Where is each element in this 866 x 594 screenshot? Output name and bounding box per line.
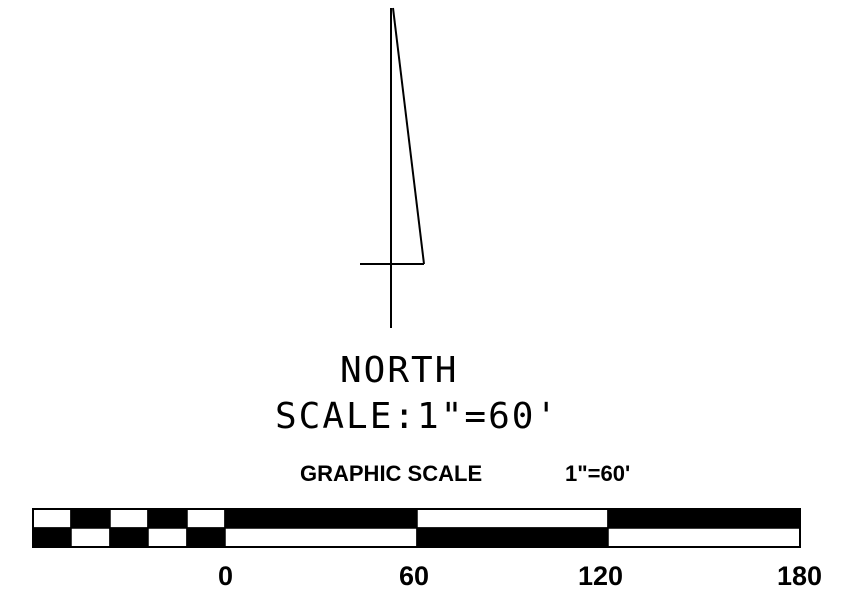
scale-segment-top: [416, 508, 609, 529]
graphic-scale-title: GRAPHIC SCALE: [300, 461, 483, 486]
scale-subdivision-top: [147, 508, 188, 529]
scale-subdivision-bottom: [70, 527, 111, 548]
scale-note: SCALE:1"=60': [275, 396, 560, 437]
scale-tick-label-0: 0: [218, 561, 234, 591]
graphic-scale-bar: [32, 508, 801, 548]
scale-tick-label-120: 120: [578, 561, 624, 591]
north-arrow-blade: [392, 7, 425, 265]
scale-subdivision-top: [32, 508, 72, 529]
scale-subdivision-top: [186, 508, 226, 529]
scale-subdivision-bottom: [147, 527, 188, 548]
scale-segment-bottom: [416, 527, 609, 548]
scale-segment-bottom: [607, 527, 801, 548]
scale-subdivision-bottom: [186, 527, 226, 548]
scale-subdivision-top: [109, 508, 149, 529]
scale-segment-bottom: [224, 527, 418, 548]
scale-subdivision-bottom: [32, 527, 72, 548]
graphic-scale-ratio: 1"=60': [565, 461, 631, 486]
north-arrow-icon: [360, 7, 425, 328]
scale-subdivision-bottom: [109, 527, 149, 548]
scale-tick-label-180: 180: [777, 561, 823, 591]
scale-segment-top: [607, 508, 801, 529]
scale-segment-top: [224, 508, 418, 529]
scale-subdivision-top: [70, 508, 111, 529]
north-label: NORTH: [340, 350, 459, 391]
scale-bar-frame: [32, 508, 801, 548]
scale-tick-label-60: 60: [399, 561, 430, 591]
